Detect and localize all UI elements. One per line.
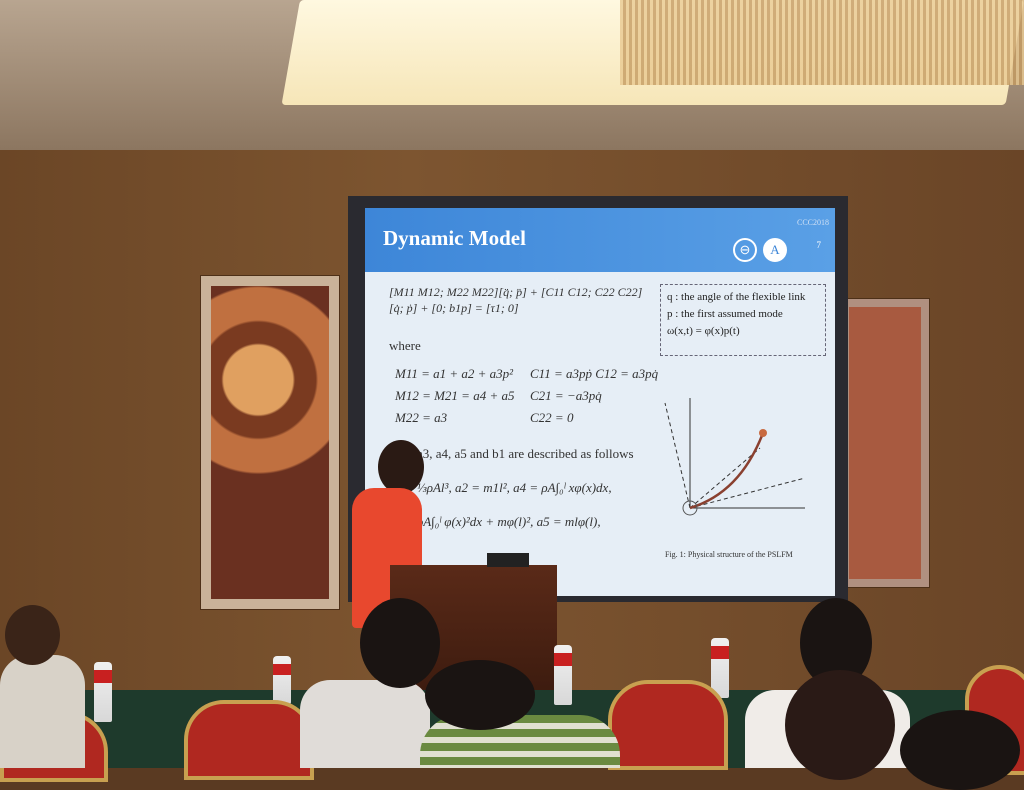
parameter-line: ρA∫₀ˡ φ(x)²dx + mφ(l)², a5 = mlφ(l), <box>417 514 601 529</box>
audience-head <box>900 710 1020 790</box>
logo-icon: A <box>763 238 787 262</box>
flexible-link-diagram <box>664 398 806 516</box>
equation: M11 = a1 + a2 + a3p² <box>395 366 514 381</box>
flexible-link <box>689 432 765 510</box>
wall-art-left <box>200 275 340 610</box>
water-bottle <box>94 662 112 722</box>
page-number: 7 <box>816 240 822 250</box>
chair <box>184 700 314 780</box>
audience-head <box>785 670 895 780</box>
water-bottle <box>711 638 729 698</box>
audience-head <box>425 660 535 730</box>
water-bottle <box>554 645 572 705</box>
presentation-slide: Dynamic Model CCC2018 7 ⊖ A [M11 M12; M2… <box>365 208 835 596</box>
chair <box>608 680 728 770</box>
tip-mass <box>759 429 767 437</box>
equation: C22 = 0 <box>530 410 574 425</box>
definitions-box: q : the angle of the flexible link p : t… <box>660 284 826 356</box>
rotated-x-axis <box>689 477 806 509</box>
audience-member <box>0 655 85 768</box>
equation: M12 = M21 = a4 + a5 <box>395 388 515 403</box>
parameter-line: ⅓ρAl³, a2 = m1l², a4 = ρA∫₀ˡ xφ(x)dx, <box>417 480 612 495</box>
water-bottle <box>273 656 291 704</box>
laptop <box>487 553 529 567</box>
undeformed-link <box>689 447 761 509</box>
conference-label: CCC2018 <box>796 218 829 227</box>
rotated-y-axis <box>664 402 691 509</box>
equation: C21 = −a3pq̇ <box>530 388 602 403</box>
equation: M22 = a3 <box>395 410 448 425</box>
audience-head <box>360 598 440 688</box>
audience-member <box>300 680 430 768</box>
slide-title: Dynamic Model <box>383 226 526 250</box>
definition: q : the angle of the flexible link <box>667 291 806 303</box>
definition: ω(x,t) = φ(x)p(t) <box>667 325 740 337</box>
speaker-head <box>378 440 424 494</box>
description-line: a3, a4, a5 and b1 are described as follo… <box>417 446 634 461</box>
logo-icon: ⊖ <box>733 238 757 262</box>
figure-caption: Fig. 1: Physical structure of the PSLFM <box>665 550 793 559</box>
audience-head <box>5 605 60 665</box>
chandelier <box>620 0 1024 85</box>
hub <box>682 500 698 516</box>
definition: p : the first assumed mode <box>667 308 783 320</box>
where-label: where <box>389 338 421 353</box>
matrix-equation: [M11 M12; M22 M22][q̈; p̈] + [C11 C12; C… <box>389 285 643 315</box>
equation: C11 = a3pṗ C12 = a3pq̇ <box>530 366 659 381</box>
wall-art-right <box>840 298 930 588</box>
slide-header <box>365 208 835 272</box>
